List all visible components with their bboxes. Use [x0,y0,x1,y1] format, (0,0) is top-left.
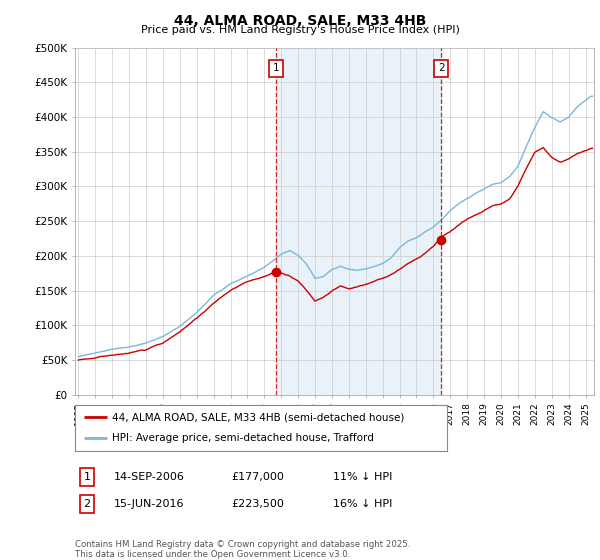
Text: Price paid vs. HM Land Registry's House Price Index (HPI): Price paid vs. HM Land Registry's House … [140,25,460,35]
Text: £223,500: £223,500 [231,499,284,509]
Text: £177,000: £177,000 [231,472,284,482]
Text: 1: 1 [273,63,280,73]
Text: 2: 2 [438,63,445,73]
Text: Contains HM Land Registry data © Crown copyright and database right 2025.
This d: Contains HM Land Registry data © Crown c… [75,540,410,559]
Text: 14-SEP-2006: 14-SEP-2006 [114,472,185,482]
Text: 44, ALMA ROAD, SALE, M33 4HB (semi-detached house): 44, ALMA ROAD, SALE, M33 4HB (semi-detac… [112,412,404,422]
Text: 2: 2 [83,499,91,509]
Text: 15-JUN-2016: 15-JUN-2016 [114,499,185,509]
Text: HPI: Average price, semi-detached house, Trafford: HPI: Average price, semi-detached house,… [112,433,374,444]
Bar [277,48,441,395]
Text: 16% ↓ HPI: 16% ↓ HPI [333,499,392,509]
Text: 11% ↓ HPI: 11% ↓ HPI [333,472,392,482]
Text: 1: 1 [83,472,91,482]
Text: 44, ALMA ROAD, SALE, M33 4HB: 44, ALMA ROAD, SALE, M33 4HB [174,14,426,28]
